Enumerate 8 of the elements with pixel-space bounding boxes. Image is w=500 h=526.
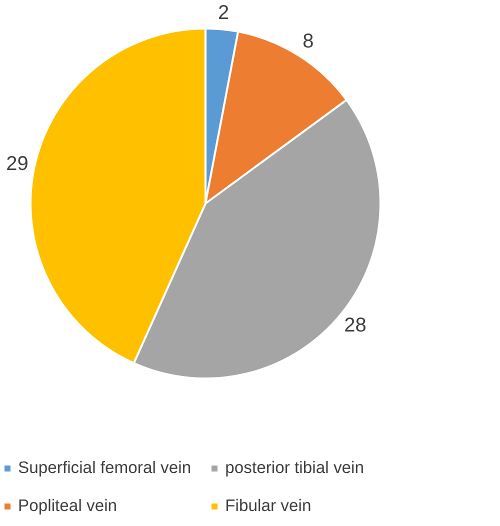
legend-label: Popliteal vein <box>18 496 118 516</box>
data-label: 2 <box>218 2 230 24</box>
data-label: 29 <box>6 153 28 176</box>
data-label: 8 <box>302 30 314 53</box>
legend-label: posterior tibial vein <box>225 458 364 478</box>
data-label: 28 <box>344 314 366 337</box>
legend-label: Superficial femoral vein <box>18 458 192 478</box>
legend-label: Fibular vein <box>225 496 312 516</box>
